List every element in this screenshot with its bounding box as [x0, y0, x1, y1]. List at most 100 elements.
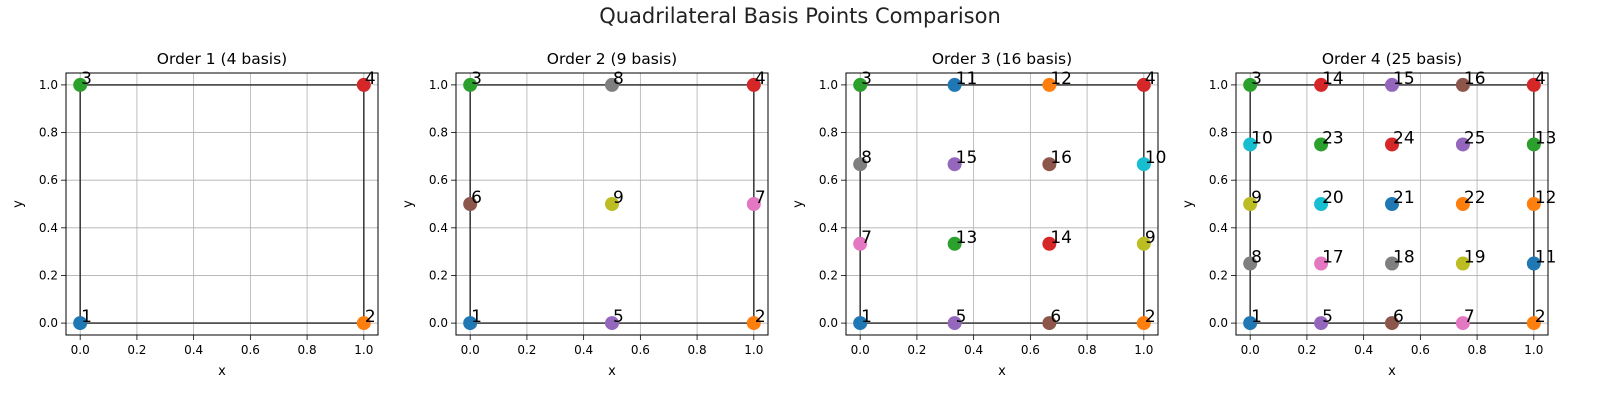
basis-point-label: 16 — [1050, 148, 1072, 168]
basis-point-8 — [605, 77, 619, 92]
subplot-4: 0.0 0.2 0.4 0.6 0.8 1.00.00.20.40.60.81.01 23 4… — [1181, 50, 1556, 379]
basis-point-label: 12 — [1535, 188, 1557, 208]
basis-point-9 — [1243, 197, 1258, 211]
x-tick-label: 0.6 — [1021, 343, 1040, 357]
y-tick-label: 0.2 — [429, 268, 448, 282]
basis-point-label: 1 — [81, 307, 92, 327]
basis-point-4 — [1136, 77, 1151, 92]
subplot-1: 0.0 0.2 0.4 0.6 0.8 1.0 0.0 0.2 0.4 0.6 0.8 1.0 1 2 3 4… — [11, 50, 379, 379]
x-tick-label: 0.6 — [241, 343, 260, 357]
basis-point-label: 4 — [755, 69, 766, 89]
basis-point-2 — [1136, 316, 1151, 331]
subplot-title: Order 2 (9 basis) — [547, 50, 677, 68]
basis-point-15 — [947, 157, 962, 172]
basis-point-12 — [1526, 197, 1541, 211]
y-tick-label: 0.4 — [1209, 221, 1228, 235]
y-tick-label: 1.0 — [1209, 78, 1228, 92]
basis-point-1 — [1243, 316, 1258, 331]
basis-point-label: 6 — [1393, 307, 1404, 327]
basis-point-label: 5 — [613, 307, 624, 327]
basis-point-6 — [463, 197, 478, 211]
quadrilateral-outline — [859, 84, 1145, 324]
basis-point-5 — [605, 316, 619, 331]
basis-point-10 — [1136, 157, 1151, 172]
y-axis-label: y — [401, 200, 416, 208]
basis-point-label: 15 — [956, 148, 978, 168]
basis-point-label: 19 — [1464, 248, 1486, 268]
basis-point-label: 7 — [1464, 307, 1475, 327]
basis-point-24 — [1385, 137, 1399, 152]
y-tick-label: 0.2 — [819, 268, 838, 282]
basis-point-label: 11 — [1535, 248, 1557, 268]
basis-point-label: 3 — [471, 69, 482, 89]
basis-point-5 — [947, 316, 962, 331]
x-tick-label: 1.0 — [1134, 343, 1153, 357]
basis-point-label: 9 — [613, 188, 624, 208]
y-axis-label: y — [1181, 200, 1196, 208]
basis-point-16 — [1455, 77, 1470, 92]
basis-point-11 — [1526, 256, 1541, 271]
y-tick-label: 0.8 — [429, 126, 448, 140]
basis-point-18 — [1385, 256, 1399, 271]
x-tick-label: 0.4 — [964, 343, 983, 357]
y-tick-label: 0.4 — [819, 221, 838, 235]
basis-point-label: 4 — [1535, 69, 1546, 89]
basis-point-label: 2 — [755, 307, 766, 327]
subplot-2: 0.0 0.2 0.4 0.6 0.8 1.0 0.0 0.2 0.4 0.6 0.8 1.0 1 2 3 4… — [401, 50, 769, 379]
x-tick-label: 0.8 — [298, 343, 317, 357]
basis-point-17 — [1314, 256, 1329, 271]
basis-point-label: 2 — [1535, 307, 1546, 327]
x-tick-label: 0.0 — [851, 343, 870, 357]
basis-point-label: 25 — [1464, 128, 1486, 148]
basis-point-label: 8 — [1251, 248, 1262, 268]
basis-point-label: 5 — [956, 307, 967, 327]
basis-point-label: 3 — [861, 69, 872, 89]
x-tick-label: 0.2 — [1297, 343, 1316, 357]
basis-point-label: 3 — [1251, 69, 1262, 89]
basis-point-label: 18 — [1393, 248, 1415, 268]
basis-point-4 — [356, 77, 371, 92]
basis-point-5 — [1314, 316, 1329, 331]
x-tick-label: 0.0 — [461, 343, 480, 357]
x-tick-label: 0.0 — [71, 343, 90, 357]
basis-point-14 — [1314, 77, 1329, 92]
axes-frame — [1235, 72, 1549, 336]
subplot-title: Order 4 (25 basis) — [1322, 50, 1462, 68]
basis-point-7 — [853, 236, 868, 251]
basis-point-3 — [463, 77, 478, 92]
axes-frame — [455, 72, 769, 336]
basis-point-3 — [73, 77, 88, 92]
basis-point-11 — [947, 77, 962, 92]
x-tick-label: 1.0 — [1524, 343, 1543, 357]
basis-point-label: 8 — [613, 69, 624, 89]
y-tick-label: 0.0 — [39, 316, 58, 330]
x-axis-label: x — [218, 364, 226, 379]
basis-point-label: 1 — [1251, 307, 1262, 327]
basis-point-label: 14 — [1322, 69, 1344, 89]
x-tick-label: 0.8 — [1468, 343, 1487, 357]
basis-point-label: 10 — [1145, 148, 1167, 168]
basis-point-label: 15 — [1393, 69, 1415, 89]
x-tick-label: 0.4 — [184, 343, 203, 357]
y-tick-label: 1.0 — [819, 78, 838, 92]
basis-point-2 — [356, 316, 371, 331]
basis-point-label: 22 — [1464, 188, 1486, 208]
basis-point-7 — [1455, 316, 1470, 331]
y-tick-label: 0.2 — [1209, 268, 1228, 282]
x-tick-label: 0.2 — [127, 343, 146, 357]
basis-point-15 — [1385, 77, 1399, 92]
x-tick-label: 0.0 — [1241, 343, 1260, 357]
quadrilateral-outline — [79, 84, 365, 324]
x-tick-label: 0.4 — [574, 343, 593, 357]
basis-point-9 — [605, 197, 619, 211]
y-tick-label: 0.2 — [39, 268, 58, 282]
x-tick-label: 1.0 — [354, 343, 373, 357]
basis-point-16 — [1042, 157, 1057, 172]
x-axis-label: x — [608, 364, 616, 379]
basis-point-8 — [1243, 256, 1258, 271]
basis-point-23 — [1314, 137, 1329, 152]
basis-point-label: 6 — [471, 188, 482, 208]
basis-point-4 — [746, 77, 761, 92]
